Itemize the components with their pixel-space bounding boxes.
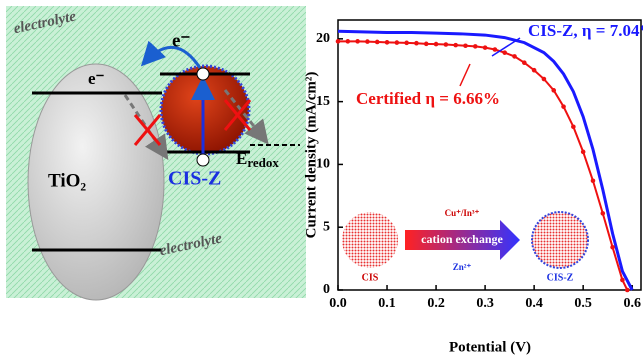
inset-label: CIS	[362, 272, 379, 283]
point	[404, 41, 409, 46]
legend-entry: CIS-Z, η = 7.04%	[528, 21, 643, 40]
point	[463, 43, 468, 48]
point	[571, 124, 576, 129]
point	[385, 40, 390, 45]
point	[561, 104, 566, 109]
point	[444, 42, 449, 47]
legend-entry: Certified η = 6.66%	[356, 89, 500, 108]
point	[493, 47, 498, 52]
point	[414, 41, 419, 46]
diagram: electrolyte electrolyte e⁻ e⁻ TiO₂ CIS-Z…	[6, 6, 306, 300]
point	[620, 278, 625, 283]
point	[346, 39, 351, 44]
x-axis-label: Potential (V)	[449, 339, 531, 355]
label: E	[236, 149, 247, 168]
point	[395, 40, 400, 45]
point	[600, 211, 605, 216]
x-tick-label: 0.5	[574, 296, 592, 311]
label: redox	[247, 155, 279, 170]
x-tick-label: 0.0	[329, 296, 347, 311]
x-tick-label: 0.1	[378, 296, 396, 311]
point	[453, 43, 458, 48]
label: TiO₂	[48, 170, 86, 191]
label: e⁻	[172, 30, 190, 51]
y-axis-label: Current density (mA/cm²)	[303, 72, 319, 239]
inset-cisz	[532, 212, 588, 268]
x-tick-label: 0.2	[427, 296, 445, 311]
y-tick-label: 20	[316, 31, 330, 46]
point	[483, 45, 488, 50]
label: e⁻	[88, 69, 105, 88]
x-tick-label: 0.4	[525, 296, 543, 311]
hole	[197, 154, 209, 166]
inset-label: CIS-Z	[547, 272, 574, 283]
point	[522, 60, 527, 65]
point	[512, 54, 517, 59]
point	[336, 39, 341, 44]
point	[473, 44, 478, 49]
figure: electrolyte electrolyte e⁻ e⁻ TiO₂ CIS-Z…	[0, 0, 643, 358]
point	[532, 68, 537, 73]
y-tick-label: 0	[323, 282, 330, 297]
point	[610, 245, 615, 250]
point	[502, 50, 507, 55]
y-tick-label: 5	[323, 219, 330, 234]
electron	[197, 68, 209, 80]
inset-label: Zn²⁺	[453, 262, 472, 272]
point	[355, 39, 360, 44]
x-tick-label: 0.3	[476, 296, 494, 311]
label: CIS-Z	[168, 168, 221, 190]
point	[542, 77, 547, 82]
point	[551, 88, 556, 93]
point	[365, 39, 370, 44]
point	[591, 178, 596, 183]
legend-arrow	[460, 64, 470, 86]
inset-label: cation exchange	[421, 232, 503, 246]
point	[434, 42, 439, 47]
point	[375, 40, 380, 45]
x-tick-label: 0.6	[623, 296, 641, 311]
point	[581, 150, 586, 155]
inset-cis	[342, 212, 398, 268]
inset-label: Cu⁺/In³⁺	[445, 208, 480, 218]
point	[424, 42, 429, 47]
point	[625, 288, 630, 293]
